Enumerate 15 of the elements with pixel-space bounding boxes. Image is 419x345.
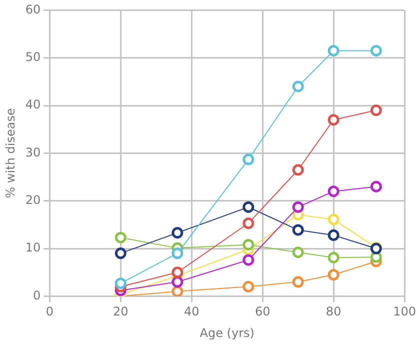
x-tick-label: 40 xyxy=(184,304,200,319)
y-axis-title: % with disease xyxy=(3,108,18,198)
x-tick-label: 100 xyxy=(393,304,416,319)
x-tick-label: 80 xyxy=(326,304,342,319)
y-tick-label: 20 xyxy=(25,192,41,207)
y-tick-label: 40 xyxy=(25,98,41,112)
y-tick-label: 30 xyxy=(25,145,41,160)
y-tick-label: 60 xyxy=(25,2,41,16)
x-tick-label: 0 xyxy=(46,304,54,319)
y-tick-label: 50 xyxy=(25,50,41,64)
x-tick-label: 60 xyxy=(254,304,270,319)
x-tick-label: 20 xyxy=(113,304,128,319)
y-tick-label: 10 xyxy=(25,240,41,255)
x-axis-title: Age (yrs) xyxy=(200,326,254,340)
y-tick-label: 0 xyxy=(33,288,41,302)
